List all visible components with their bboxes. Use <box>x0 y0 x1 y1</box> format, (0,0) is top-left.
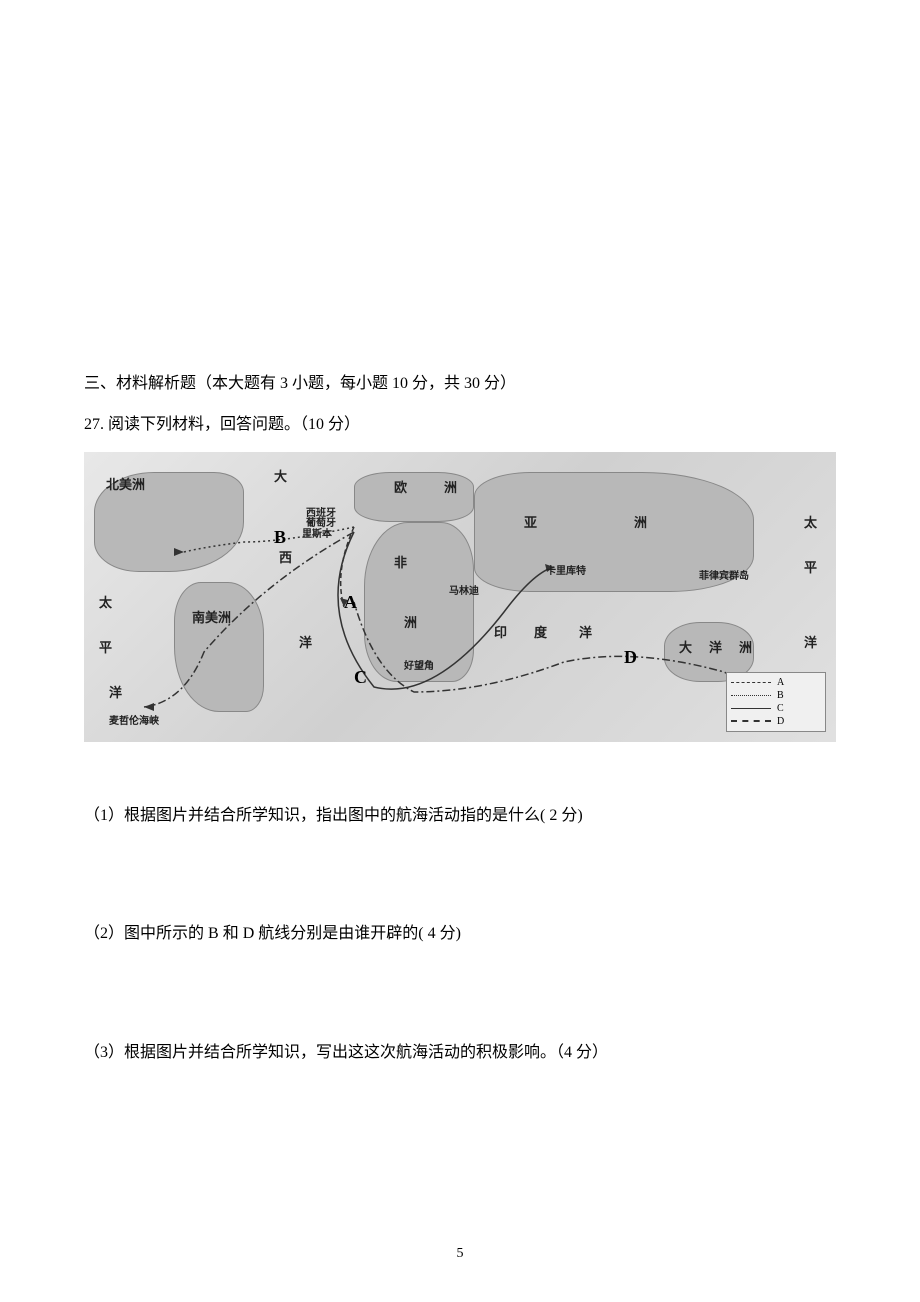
route-letter-c: C <box>354 667 367 688</box>
label-pac-e-1: 太 <box>804 512 817 531</box>
sub-question-2-label: （2） <box>84 925 124 942</box>
label-af-1: 非 <box>394 552 407 571</box>
question-number-label: 27. <box>84 416 104 433</box>
label-pac-w-3: 洋 <box>109 682 122 701</box>
label-magellan: 麦哲伦海峡 <box>109 712 159 727</box>
continent-south-america <box>174 582 264 712</box>
legend-row-d: D <box>731 716 821 727</box>
label-aus-3: 洲 <box>739 637 752 656</box>
label-lisbon: 里斯本 <box>302 525 332 540</box>
label-atl-1: 大 <box>274 466 287 485</box>
label-atl-2: 西 <box>279 547 292 566</box>
legend-label-c: C <box>777 703 784 714</box>
legend-row-a: A <box>731 677 821 688</box>
sub-question-1-text: 根据图片并结合所学知识，指出图中的航海活动指的是什么( 2 分) <box>124 807 583 824</box>
label-cape: 好望角 <box>404 657 434 672</box>
legend-label-a: A <box>777 677 784 688</box>
page-number: 5 <box>457 1246 464 1262</box>
label-sa: 南美洲 <box>192 607 231 626</box>
label-aus-2: 洋 <box>709 637 722 656</box>
sub-question-2: （2）图中所示的 B 和 D 航线分别是由谁开辟的( 4 分) <box>84 920 836 949</box>
legend-row-b: B <box>731 690 821 701</box>
legend-row-c: C <box>731 703 821 714</box>
route-letter-a: A <box>344 592 357 613</box>
sub-question-3: （3）根据图片并结合所学知识，写出这这次航海活动的积极影响。（4 分） <box>84 1039 836 1068</box>
label-malindi: 马林迪 <box>449 582 479 597</box>
label-aus-1: 大 <box>679 637 692 656</box>
label-atl-3: 洋 <box>299 632 312 651</box>
label-eu-2: 洲 <box>444 477 457 496</box>
question-prompt: 27. 阅读下列材料，回答问题。（10 分） <box>84 411 836 440</box>
section-header: 三、材料解析题（本大题有 3 小题，每小题 10 分，共 30 分） <box>84 370 836 399</box>
label-pac-e-3: 洋 <box>804 632 817 651</box>
route-letter-d: D <box>624 647 637 668</box>
sub-question-2-text: 图中所示的 B 和 D 航线分别是由谁开辟的( 4 分) <box>124 925 461 942</box>
label-pac-w-2: 平 <box>99 637 112 656</box>
label-ind-1: 印 <box>494 622 507 641</box>
legend-line-c <box>731 708 771 709</box>
label-ind-3: 洋 <box>579 622 592 641</box>
label-philippines: 菲律宾群岛 <box>699 567 749 582</box>
label-af-2: 洲 <box>404 612 417 631</box>
legend-line-d <box>731 720 771 722</box>
map-background: 北美洲 南美洲 欧 洲 非 洲 亚 洲 大 洋 洲 太 平 洋 大 西 洋 印 … <box>84 452 836 742</box>
map-legend: A B C D <box>726 672 826 732</box>
sub-question-1-label: （1） <box>84 807 124 824</box>
sub-question-3-label: （3） <box>84 1044 124 1061</box>
map-figure: 北美洲 南美洲 欧 洲 非 洲 亚 洲 大 洋 洲 太 平 洋 大 西 洋 印 … <box>84 452 836 742</box>
legend-label-d: D <box>777 716 784 727</box>
question-prompt-text: 阅读下列材料，回答问题。（10 分） <box>108 416 360 433</box>
label-pac-e-2: 平 <box>804 557 817 576</box>
sub-question-1: （1）根据图片并结合所学知识，指出图中的航海活动指的是什么( 2 分) <box>84 802 836 831</box>
label-pac-w-1: 太 <box>99 592 112 611</box>
legend-line-b <box>731 695 771 696</box>
legend-label-b: B <box>777 690 784 701</box>
label-as-2: 洲 <box>634 512 647 531</box>
label-ind-2: 度 <box>534 622 547 641</box>
route-letter-b: B <box>274 527 286 548</box>
label-na-1: 北美洲 <box>106 474 145 493</box>
label-eu-1: 欧 <box>394 477 407 496</box>
label-calicut: 卡里库特 <box>546 562 586 577</box>
sub-question-3-text: 根据图片并结合所学知识，写出这这次航海活动的积极影响。（4 分） <box>124 1044 608 1061</box>
label-as-1: 亚 <box>524 512 537 531</box>
legend-line-a <box>731 682 771 683</box>
